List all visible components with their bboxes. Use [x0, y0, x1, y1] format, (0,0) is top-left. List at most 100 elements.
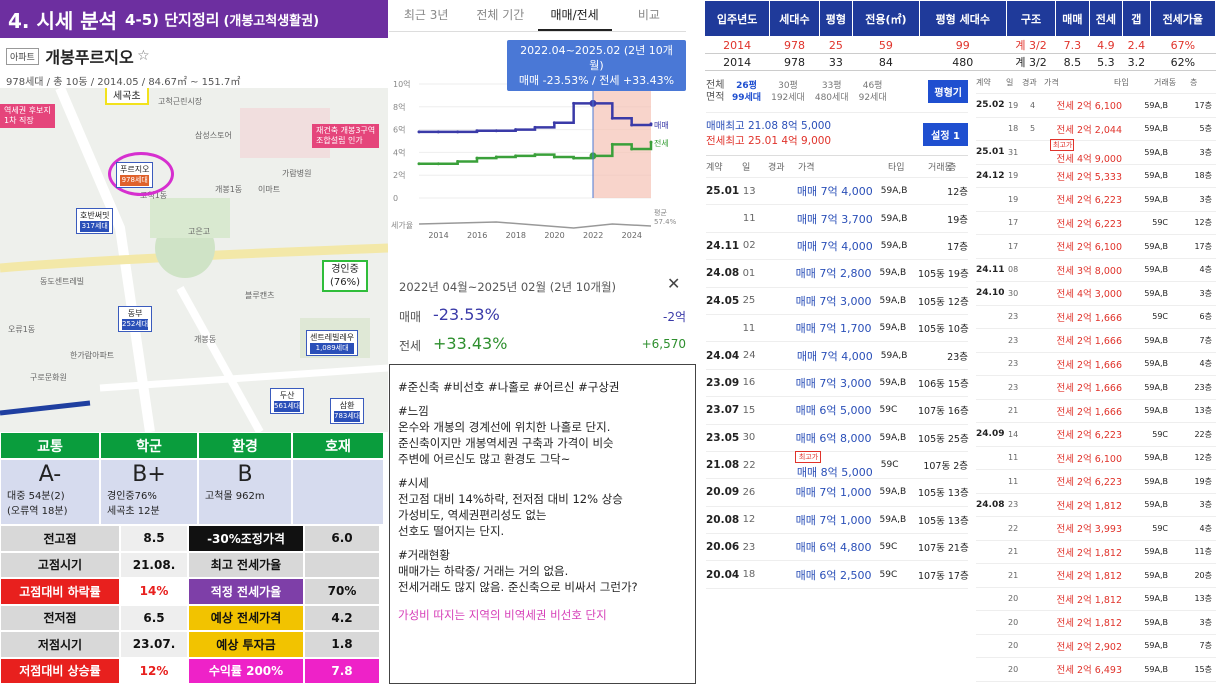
- memo-box: #준신축 #비선호 #나홀로 #어르신 #구상권 #느낌 온수와 개봉의 경계선에 …: [389, 364, 696, 684]
- ratio-line: [418, 221, 652, 229]
- top-cell: 84: [852, 53, 920, 71]
- data-point: [610, 142, 614, 146]
- size-tab[interactable]: 33평 480세대: [814, 81, 849, 103]
- jeonse-row[interactable]: 24.08 23 전세 2억 1,812 59A,B 3층: [976, 494, 1216, 517]
- top-cell: 2014: [704, 53, 770, 71]
- size-tab[interactable]: 26평 99세대: [732, 81, 762, 103]
- deal-row[interactable]: 11 매매 7억 3,700 59A,B 19층: [706, 205, 968, 233]
- data-point: [649, 140, 653, 144]
- jeonse-deals-panel: 계약 일 경과 가격 타입 거래동 층 25.02 19 4 전세 2억 6,100 59A,B 17…: [976, 72, 1216, 684]
- map-pin-purgio[interactable]: 푸르지오 978세대: [116, 162, 154, 188]
- y-tick-label: 2억: [393, 170, 405, 180]
- stat-label-2: 최고 전세가율: [188, 551, 304, 578]
- jeonse-row[interactable]: 20 전세 2억 1,812 59A,B 3층: [976, 611, 1216, 635]
- jeonse-row[interactable]: 20 전세 2억 6,493 59A,B 15층: [976, 658, 1216, 682]
- deal-row[interactable]: 23.07 15 매매 6억 5,000 59C 107동 16층: [706, 397, 969, 425]
- grade-head: 학군: [100, 432, 198, 459]
- stat-value: 14%: [120, 578, 188, 605]
- deal-row[interactable]: 23.05 30 매매 6억 8,000 59A,B 105동 25층: [706, 425, 969, 452]
- jeonse-row[interactable]: 21 전세 2억 1,812 59A,B 20층: [976, 564, 1216, 588]
- map-pin-dongbu[interactable]: 동부 252세대: [118, 306, 153, 332]
- grade-cell-environment: B 고척몰 962m: [198, 459, 292, 525]
- top-cell: 8.5: [1055, 53, 1090, 71]
- size-tab[interactable]: 30평 192세대: [771, 81, 805, 103]
- size-filter: 전체 면적 26평 99세대 30평 192세대 33평 480세대 46평 92세대 평형기: [706, 80, 968, 112]
- jeonse-row[interactable]: 23 전세 2억 1,666 59A,B 23층: [976, 376, 1216, 400]
- jeonse-row[interactable]: 17 전세 2억 6,100 59A,B 17층: [976, 235, 1216, 259]
- jeonse-row[interactable]: 23 전세 2억 1,666 59C 6층: [976, 306, 1216, 329]
- stat-row: 고점대비 하락률 14% 적정 전세가율 70%: [0, 578, 384, 605]
- deal-row[interactable]: 11 매매 7억 1,700 59A,B 105동 10층: [706, 315, 969, 343]
- x-tick-label: 2022: [583, 231, 603, 240]
- jeonse-row[interactable]: 23 전세 2억 1,666 59A,B 7층: [976, 329, 1216, 353]
- map-view[interactable]: 세곡초 고척근린시장 삼성스토어 개봉1동 이마트 가람병원 고척1동 고은고 …: [0, 88, 388, 432]
- jeonse-row[interactable]: 18 5 전세 2억 2,044 59A,B 5층: [976, 118, 1216, 141]
- map-pin-doosan[interactable]: 두산 561세대: [270, 388, 305, 414]
- jeonse-row[interactable]: 25.01 31 최고가 전세 4억 9,000 59A,B 3층: [976, 139, 1216, 165]
- deal-row[interactable]: 24.05 25 매매 7억 3,000 59A,B 105동 12층: [706, 288, 969, 315]
- map-label: 블루캔츠: [245, 291, 275, 300]
- x-tick-label: 2020: [544, 231, 564, 240]
- jeonse-row[interactable]: 24.12 19 전세 2억 5,333 59A,B 18층: [976, 165, 1216, 188]
- highlight-circle: [108, 152, 174, 196]
- map-pin-hoban[interactable]: 호반써밋 317세대: [76, 208, 114, 234]
- map-pin-samhwan[interactable]: 삼환 783세대: [330, 398, 365, 424]
- jeonse-row[interactable]: 24.11 08 전세 3억 8,000 59A,B 4층: [976, 259, 1216, 282]
- deal-row[interactable]: 20.04 18 매매 6억 2,500 59C 107동 17층: [706, 561, 969, 589]
- data-point: [494, 129, 498, 133]
- jeonse-row[interactable]: 19 전세 2억 6,223 59A,B 3층: [976, 188, 1216, 212]
- tab-sale-jeonse[interactable]: 매매/전세: [537, 0, 612, 31]
- jeonse-row[interactable]: 21 전세 2억 1,666 59A,B 13층: [976, 400, 1216, 423]
- deal-col: 거래동: [928, 163, 953, 173]
- deal-row[interactable]: 24.11 02 매매 7억 4,000 59A,B 17층: [706, 233, 968, 261]
- y-tick-label: 0: [393, 194, 398, 203]
- jeonse-row[interactable]: 11 전세 2억 6,100 59A,B 12층: [976, 447, 1216, 470]
- memo-line: [398, 595, 687, 603]
- jeonse-row[interactable]: 22 전세 2억 3,993 59C 4층: [976, 517, 1216, 541]
- deal-row[interactable]: 24.04 24 매매 7억 4,000 59A,B 23층: [706, 342, 968, 370]
- period-summary: 2022년 04월~2025년 02월 (2년 10개월) ✕ 매매 -23.5…: [389, 262, 686, 362]
- top-head: 구조: [1005, 0, 1057, 37]
- jeonse-row[interactable]: 21 전세 2억 1,812 59A,B 11층: [976, 541, 1216, 564]
- deal-col: 가격: [798, 163, 815, 173]
- favorite-star-icon[interactable]: ☆: [137, 48, 150, 64]
- summary-jeonse-pct: +33.43%: [433, 334, 508, 353]
- deal-row[interactable]: 20.06 23 매매 6억 4,800 59C 107동 21층: [706, 534, 969, 562]
- memo-line: #준신축 #비선호 #나홀로 #어르신 #구상권: [398, 380, 620, 394]
- jeonse-row[interactable]: 24.09 14 전세 2억 6,223 59C 22층: [976, 423, 1216, 447]
- tab-recent-3y[interactable]: 최근 3년: [403, 8, 449, 22]
- y-tick-label: 10억: [393, 79, 411, 89]
- map-label: 구로문화원: [30, 373, 67, 382]
- stat-value: 8.5: [120, 525, 188, 552]
- jeonse-row[interactable]: 23 전세 2억 1,666 59A,B 4층: [976, 353, 1216, 376]
- tab-all-period[interactable]: 전체 기간: [476, 8, 525, 22]
- top-cell: 7.3: [1055, 36, 1090, 54]
- jeonse-row[interactable]: 20 전세 2억 1,812 59A,B 13층: [976, 588, 1216, 611]
- deal-row[interactable]: 23.09 16 매매 7억 3,000 59A,B 106동 15층: [706, 370, 969, 398]
- memo-line: 매매가는 하락중/ 거래는 거의 없음.: [398, 564, 569, 578]
- jeonse-row[interactable]: 25.02 19 4 전세 2억 6,100 59A,B 17층: [976, 94, 1216, 118]
- map-label: 개봉1동: [215, 185, 243, 194]
- stat-value-2: 4.2: [304, 604, 380, 631]
- jeonse-row[interactable]: 17 전세 2억 6,223 59C 12층: [976, 212, 1216, 235]
- tab-compare[interactable]: 비교: [637, 8, 660, 22]
- data-point: [630, 147, 634, 151]
- jeonse-col: 층: [1190, 78, 1198, 87]
- deal-row[interactable]: 21.08 22 최고가 매매 8억 5,000 59C 107동 2층: [706, 450, 968, 480]
- top-cell: 계 3/2: [1006, 53, 1056, 71]
- size-button[interactable]: 평형기: [928, 80, 968, 103]
- map-label: 개봉동: [194, 335, 217, 344]
- deal-row[interactable]: 20.08 12 매매 7억 1,000 59A,B 105동 13층: [706, 507, 969, 535]
- close-icon[interactable]: ✕: [667, 274, 681, 293]
- size-tab[interactable]: 46평 92세대: [858, 81, 887, 103]
- stat-value-2: [304, 551, 380, 578]
- jeonse-row[interactable]: 20 전세 2억 2,902 59A,B 7층: [976, 635, 1216, 658]
- deal-row[interactable]: 25.01 13 매매 7억 4,000 59A,B 12층: [706, 178, 968, 206]
- deal-row[interactable]: 20.09 26 매매 7억 1,000 59A,B 105동 13층: [706, 479, 969, 507]
- settings-button[interactable]: 설정 1: [923, 122, 968, 146]
- deal-row[interactable]: 24.08 01 매매 7억 2,800 59A,B 105동 19층: [706, 260, 969, 288]
- jeonse-row[interactable]: 11 전세 2억 6,223 59A,B 19층: [976, 470, 1216, 494]
- jeonse-row[interactable]: 24.10 30 전세 4억 3,000 59A,B 3층: [976, 282, 1216, 306]
- unit-summary-table: 입주년도 세대수 평형 전용(㎡) 평형 세대수 구조 매매 전세 갭 전세가율 2014 978 2…: [703, 0, 1216, 71]
- map-pin-centreville[interactable]: 센트레빌레우 1,089세대: [306, 330, 359, 356]
